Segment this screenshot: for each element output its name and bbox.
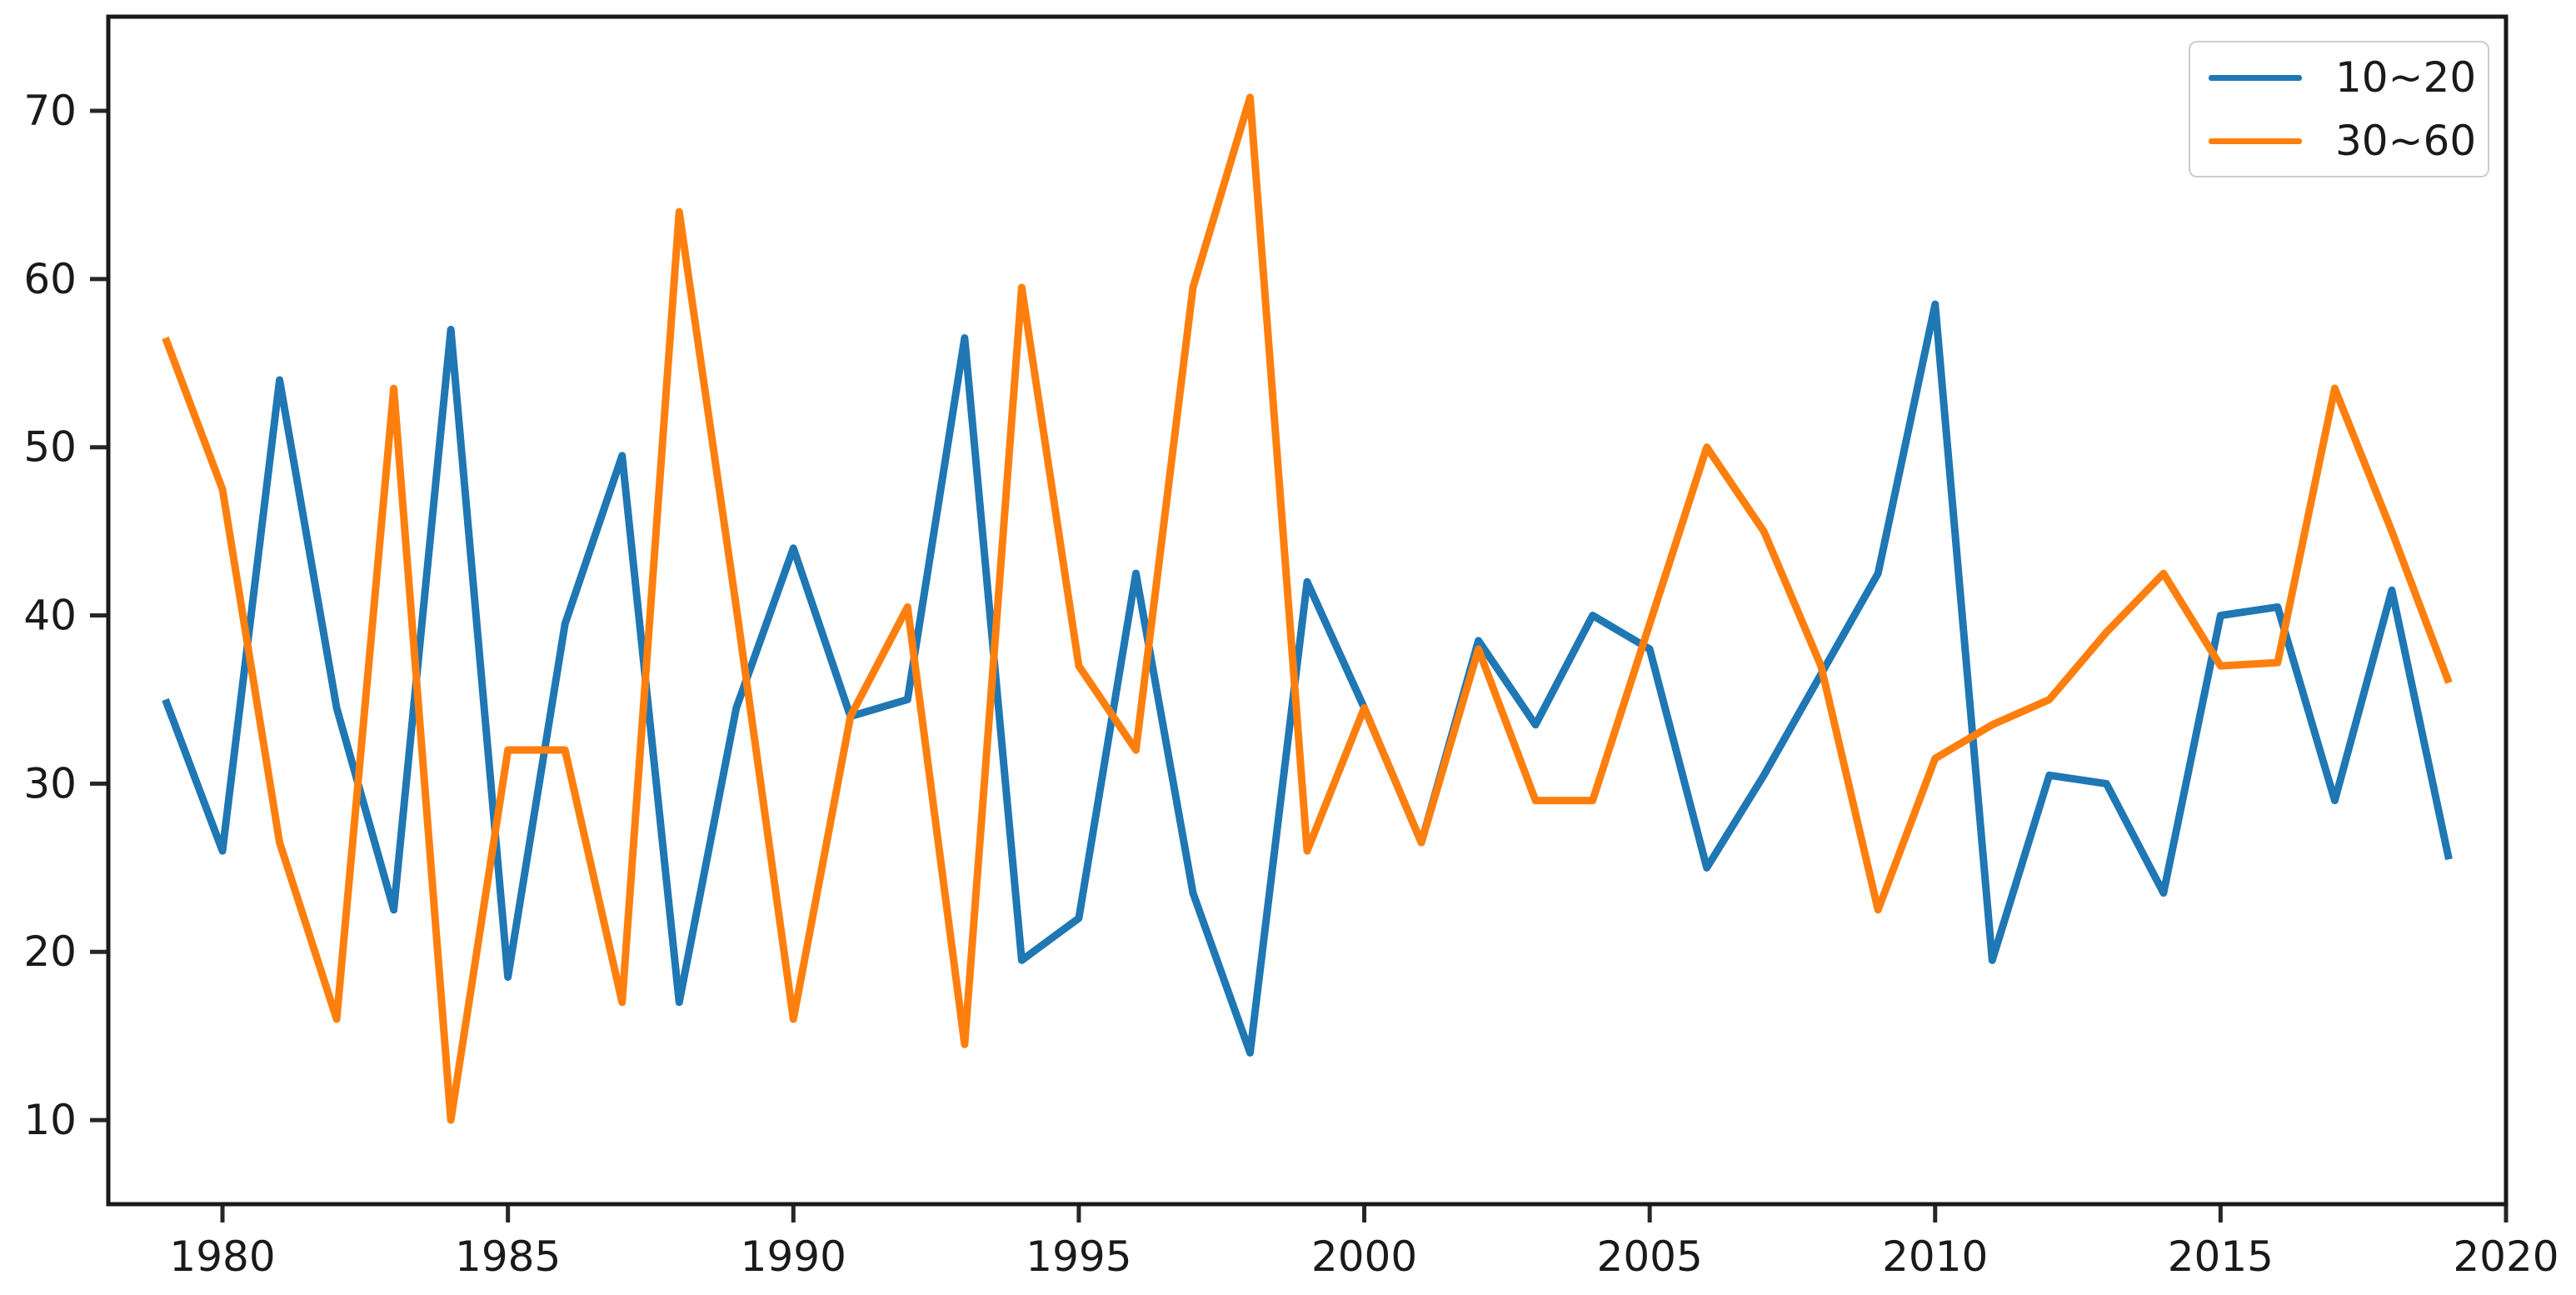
- series-line-30~60: [162, 93, 2453, 1124]
- x-tick-label: 1985: [455, 1232, 561, 1281]
- series-line-10~20: [162, 300, 2453, 1057]
- x-tick-label: 2015: [2168, 1232, 2274, 1281]
- x-tick-label: 2000: [1311, 1232, 1417, 1281]
- x-tick-labels: 1980 1985 1990 1995 2000 2005 2010 2015 2020: [169, 1232, 2559, 1281]
- legend-label-series-0: 10~20: [2335, 53, 2477, 102]
- y-tick-label: 70: [23, 87, 77, 135]
- legend-item: 10~20: [2209, 57, 2488, 98]
- y-tick-label: 10: [23, 1096, 77, 1144]
- y-tick-label: 60: [23, 255, 77, 303]
- x-tick-label: 2020: [2453, 1232, 2559, 1281]
- x-tick-label: 1990: [741, 1232, 846, 1281]
- y-ticks: [90, 108, 108, 1122]
- y-tick-label: 50: [23, 423, 77, 472]
- series-lines: [162, 93, 2453, 1124]
- legend-line-sample-series-0: [2209, 74, 2302, 81]
- legend-line-sample-series-1: [2209, 138, 2302, 144]
- y-tick-label: 30: [23, 759, 77, 808]
- legend: 10~20 30~60: [2189, 41, 2489, 178]
- legend-label-series-1: 30~60: [2335, 117, 2477, 165]
- y-tick-label: 40: [23, 592, 77, 640]
- plot-area: 1980 1985 1990 1995 2000 2005 2010 2015 2020 10 2…: [23, 14, 2559, 1281]
- y-tick-label: 20: [23, 928, 77, 976]
- x-tick-label: 2005: [1597, 1232, 1703, 1281]
- y-tick-labels: 10 20 30 40 50 60 70: [23, 87, 77, 1144]
- x-tick-label: 1995: [1026, 1232, 1131, 1281]
- x-ticks: [220, 1204, 2509, 1222]
- x-tick-label: 1980: [169, 1232, 275, 1281]
- legend-item: 30~60: [2209, 120, 2488, 162]
- x-tick-label: 2010: [1882, 1232, 1988, 1281]
- plot-border: [106, 14, 2509, 1207]
